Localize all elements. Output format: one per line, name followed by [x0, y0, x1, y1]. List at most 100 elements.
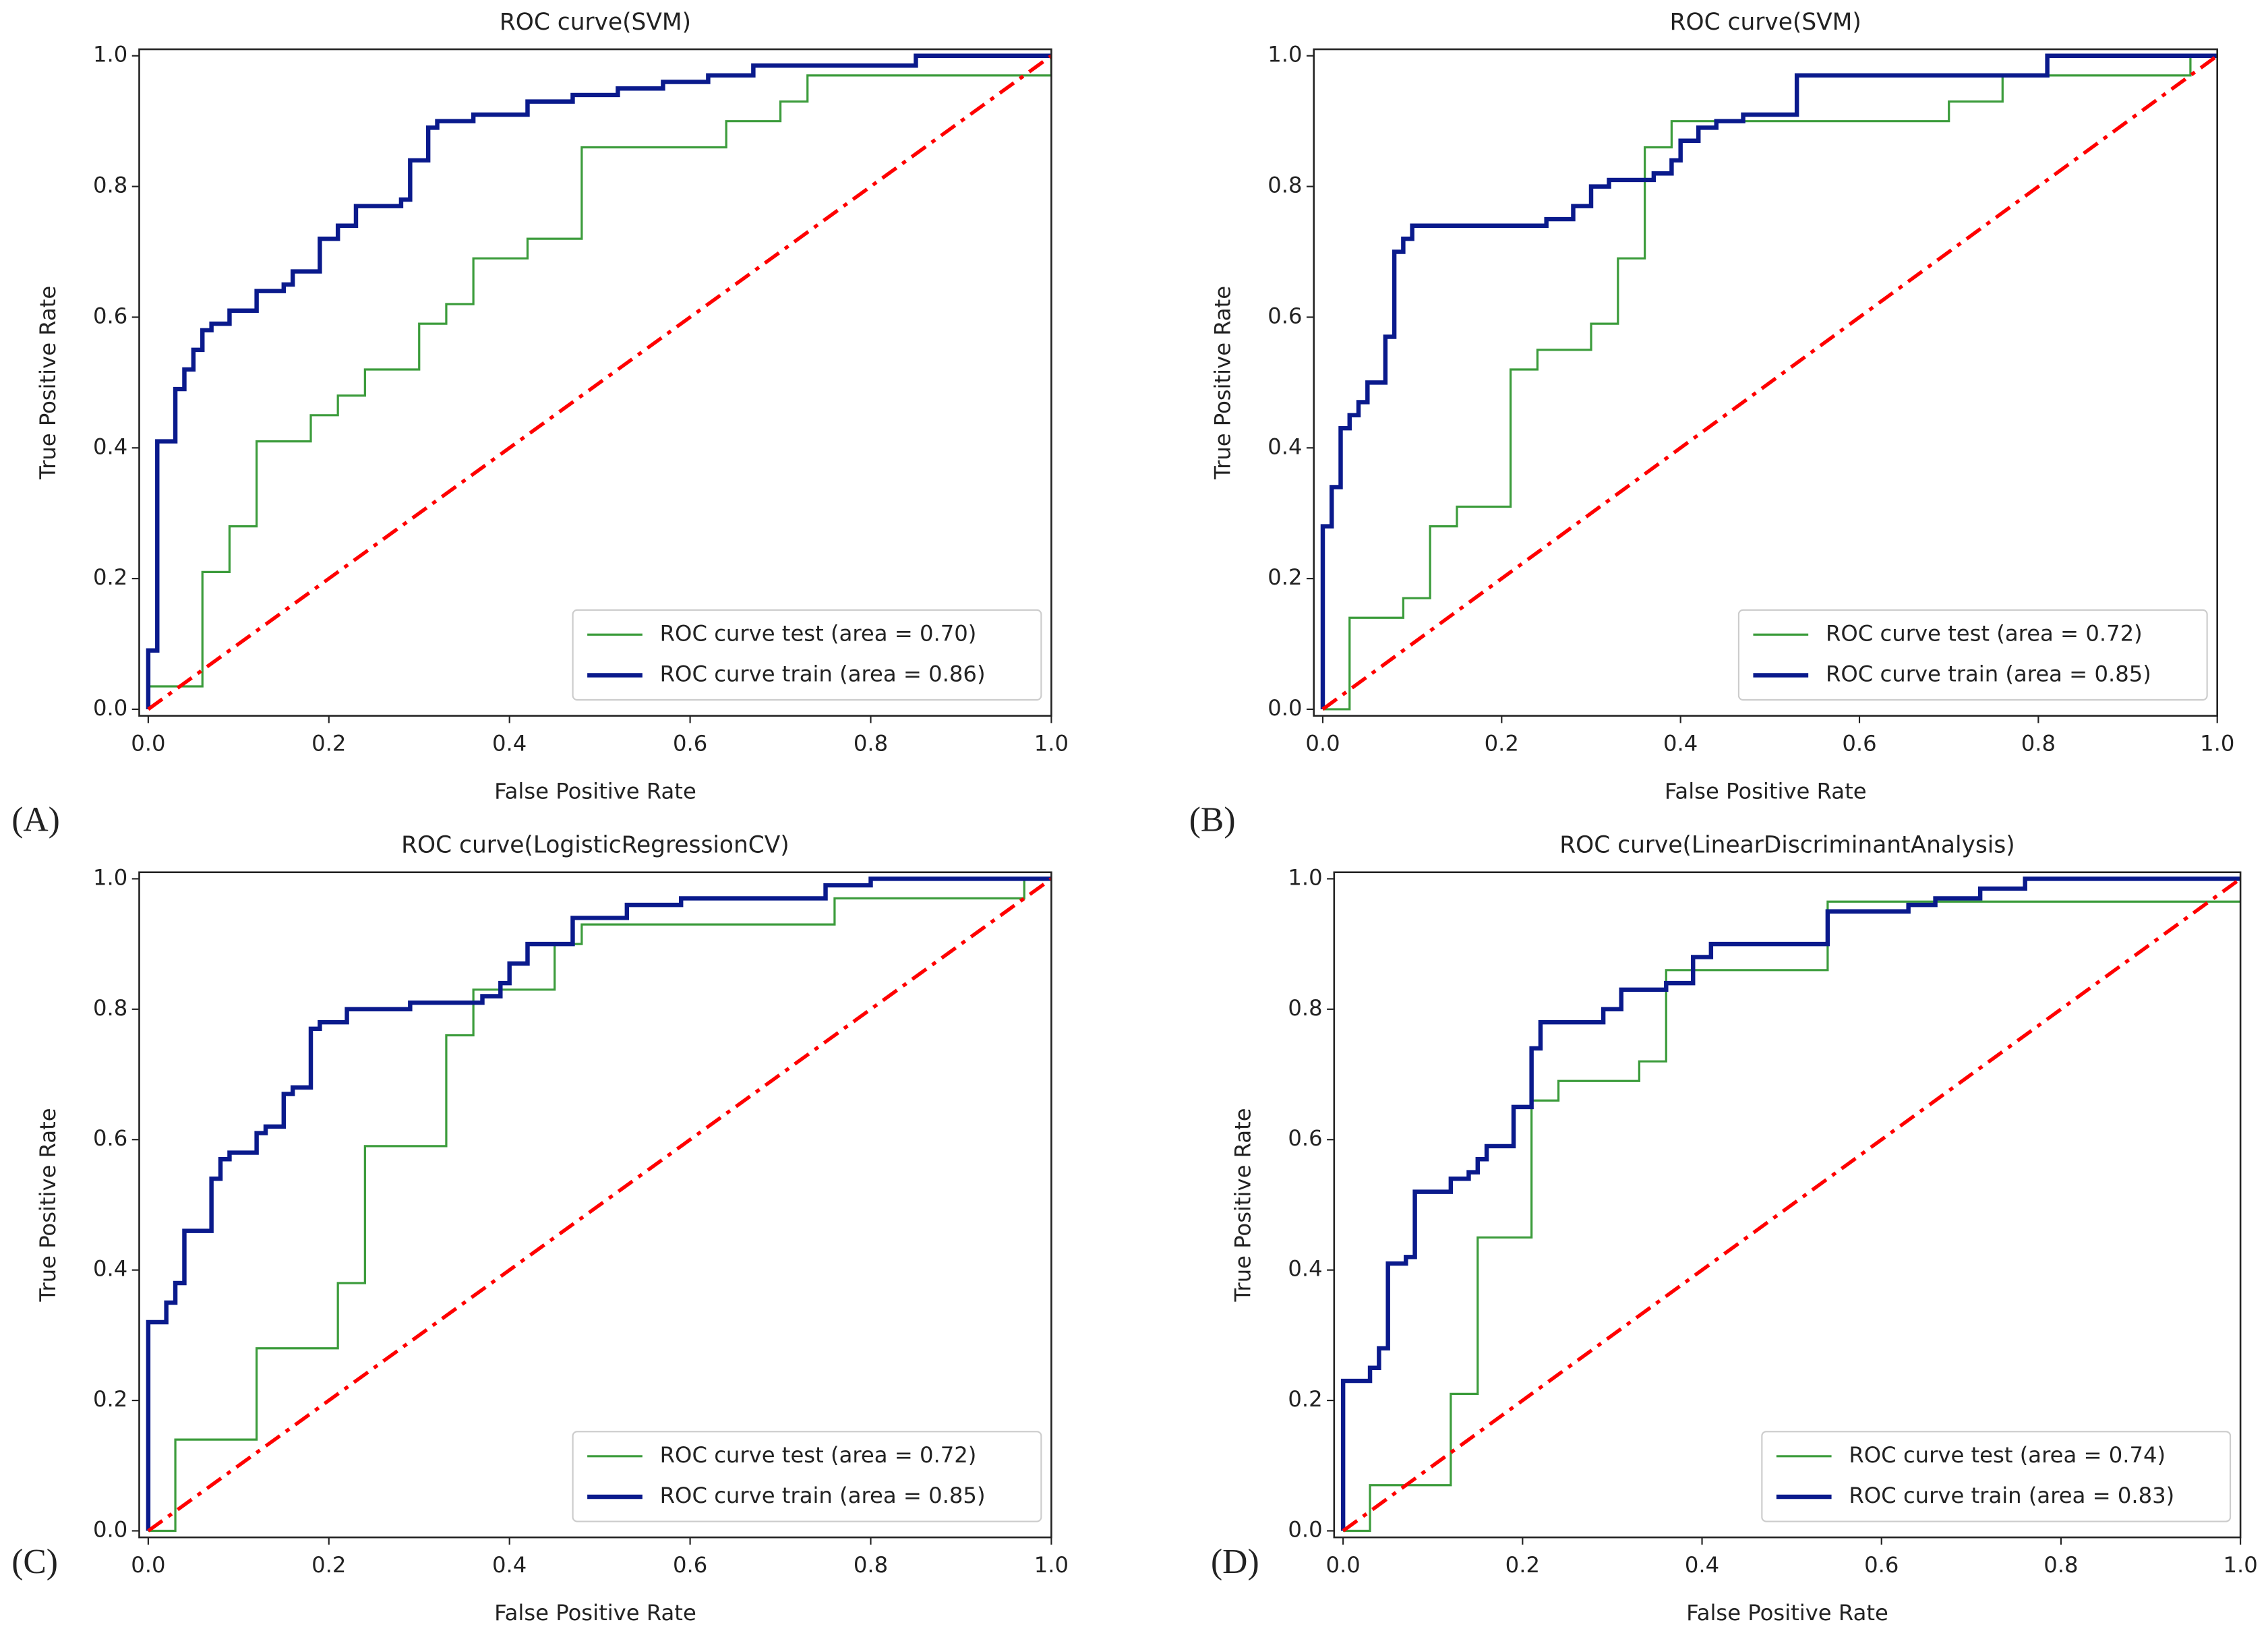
x-tick-label: 0.8 [2021, 731, 2056, 756]
x-axis-label: False Positive Rate [494, 779, 696, 804]
y-tick-label: 0.4 [93, 1256, 127, 1282]
x-tick-label: 1.0 [1034, 731, 1069, 756]
panel-label: (B) [1189, 801, 1236, 839]
roc-line [1321, 54, 2217, 711]
legend-label: ROC curve train (area = 0.83) [1849, 1483, 2174, 1508]
x-tick-label: 0.4 [492, 1552, 527, 1578]
plot-area [1320, 53, 2217, 711]
y-tick-label: 0.8 [1288, 995, 1322, 1021]
x-tick-label: 1.0 [2223, 1552, 2257, 1578]
x-tick-label: 0.0 [1305, 731, 1340, 756]
x-tick-label: 0.0 [131, 1552, 165, 1578]
y-tick-label: 0.4 [1288, 1256, 1322, 1282]
y-tick-label: 0.0 [1267, 695, 1302, 721]
legend-label: ROC curve train (area = 0.85) [660, 1483, 986, 1508]
chart-panel: ROC curve(LinearDiscriminantAnalysis) Fal… [1211, 832, 2258, 1626]
y-tick-label: 0.2 [1267, 564, 1302, 590]
roc-line [1320, 53, 2217, 709]
x-tick-label: 0.2 [311, 731, 346, 756]
y-axis-label: True Positive Rate [1210, 286, 1235, 480]
y-tick-label: 0.8 [1267, 173, 1302, 198]
legend-box [572, 609, 1042, 701]
y-axis-label: True Positive Rate [1230, 1108, 1255, 1302]
roc-line [148, 877, 1052, 1533]
legend-label: ROC curve test (area = 0.72) [660, 1442, 977, 1468]
roc-line [1342, 877, 2241, 1533]
y-tick-label: 0.4 [1267, 434, 1302, 459]
y-tick-label: 0.0 [1288, 1516, 1322, 1542]
y-tick-label: 1.0 [1267, 42, 1302, 67]
roc-line [1340, 877, 2241, 1531]
chart-panel: ROC curve(SVM) False Positive Rate True Po… [11, 9, 1069, 839]
x-axis-label: False Positive Rate [1665, 779, 1867, 804]
legend-label: ROC curve test (area = 0.70) [660, 620, 977, 646]
axes-frame [138, 871, 1052, 1539]
x-tick-label: 0.2 [1485, 731, 1519, 756]
x-tick-label: 0.8 [854, 731, 888, 756]
x-tick-label: 0.6 [1842, 731, 1876, 756]
plot-area [146, 53, 1052, 711]
legend-box [1761, 1431, 2232, 1522]
chart-title: ROC curve(LogisticRegressionCV) [401, 832, 789, 859]
legend-label: ROC curve train (area = 0.85) [1826, 661, 2151, 686]
x-tick-label: 0.4 [492, 731, 527, 756]
y-tick-label: 0.2 [1288, 1386, 1322, 1412]
x-tick-label: 0.4 [1685, 1552, 1719, 1578]
panel-label: (C) [11, 1543, 58, 1581]
y-axis-label: True Positive Rate [35, 286, 61, 480]
axes-frame [138, 48, 1052, 717]
y-tick-label: 1.0 [93, 42, 127, 67]
x-tick-label: 0.8 [2043, 1552, 2078, 1578]
plot-area [146, 877, 1052, 1533]
legend-label: ROC curve test (area = 0.72) [1826, 620, 2143, 646]
x-tick-label: 0.2 [311, 1552, 346, 1578]
roc-line [147, 877, 1052, 1533]
y-tick-label: 1.0 [1288, 864, 1322, 890]
plot-area [1340, 877, 2241, 1533]
x-tick-label: 0.0 [131, 731, 165, 756]
y-tick-label: 0.6 [1267, 303, 1302, 328]
chart-title: ROC curve(SVM) [500, 9, 691, 36]
x-tick-label: 0.2 [1505, 1552, 1540, 1578]
axes-frame [1313, 48, 2219, 717]
legend-label: ROC curve test (area = 0.74) [1849, 1442, 2166, 1468]
axes-frame [1333, 871, 2242, 1539]
chart-title: ROC curve(LinearDiscriminantAnalysis) [1559, 832, 2015, 859]
panel-label: (A) [11, 801, 60, 839]
roc-line [1322, 55, 2217, 711]
legend-box [1737, 609, 2208, 701]
x-tick-label: 0.6 [1864, 1552, 1899, 1578]
y-axis-label: True Positive Rate [35, 1108, 61, 1302]
x-tick-label: 0.8 [854, 1552, 888, 1578]
y-tick-label: 0.4 [93, 434, 127, 459]
x-tick-label: 0.6 [673, 1552, 707, 1578]
x-axis-label: False Positive Rate [494, 1600, 696, 1626]
chart-panel: ROC curve(LogisticRegressionCV) False Pos… [11, 832, 1069, 1626]
legend-label: ROC curve train (area = 0.86) [660, 661, 986, 686]
roc-line [147, 55, 1052, 709]
x-axis-label: False Positive Rate [1686, 1600, 1888, 1626]
y-tick-label: 0.0 [93, 695, 127, 721]
roc-line [147, 54, 1052, 711]
x-tick-label: 1.0 [1034, 1552, 1069, 1578]
y-tick-label: 1.0 [93, 864, 127, 890]
panel-label: (D) [1211, 1543, 1259, 1581]
y-tick-label: 0.8 [93, 173, 127, 198]
chart-title: ROC curve(SVM) [1670, 9, 1861, 36]
y-tick-label: 0.2 [93, 564, 127, 590]
x-tick-label: 0.6 [673, 731, 707, 756]
x-tick-label: 1.0 [2200, 731, 2234, 756]
y-tick-label: 0.8 [93, 995, 127, 1021]
y-tick-label: 0.6 [1288, 1125, 1322, 1151]
chart-panel: ROC curve(SVM) False Positive Rate True Po… [1189, 9, 2235, 839]
x-tick-label: 0.0 [1325, 1552, 1360, 1578]
y-tick-label: 0.0 [93, 1516, 127, 1542]
x-tick-label: 0.4 [1663, 731, 1698, 756]
y-tick-label: 0.6 [93, 1125, 127, 1151]
legend-box [572, 1431, 1042, 1522]
y-tick-label: 0.2 [93, 1386, 127, 1412]
y-tick-label: 0.6 [93, 303, 127, 328]
roc-line [146, 53, 1052, 709]
roc-line [146, 877, 1052, 1531]
